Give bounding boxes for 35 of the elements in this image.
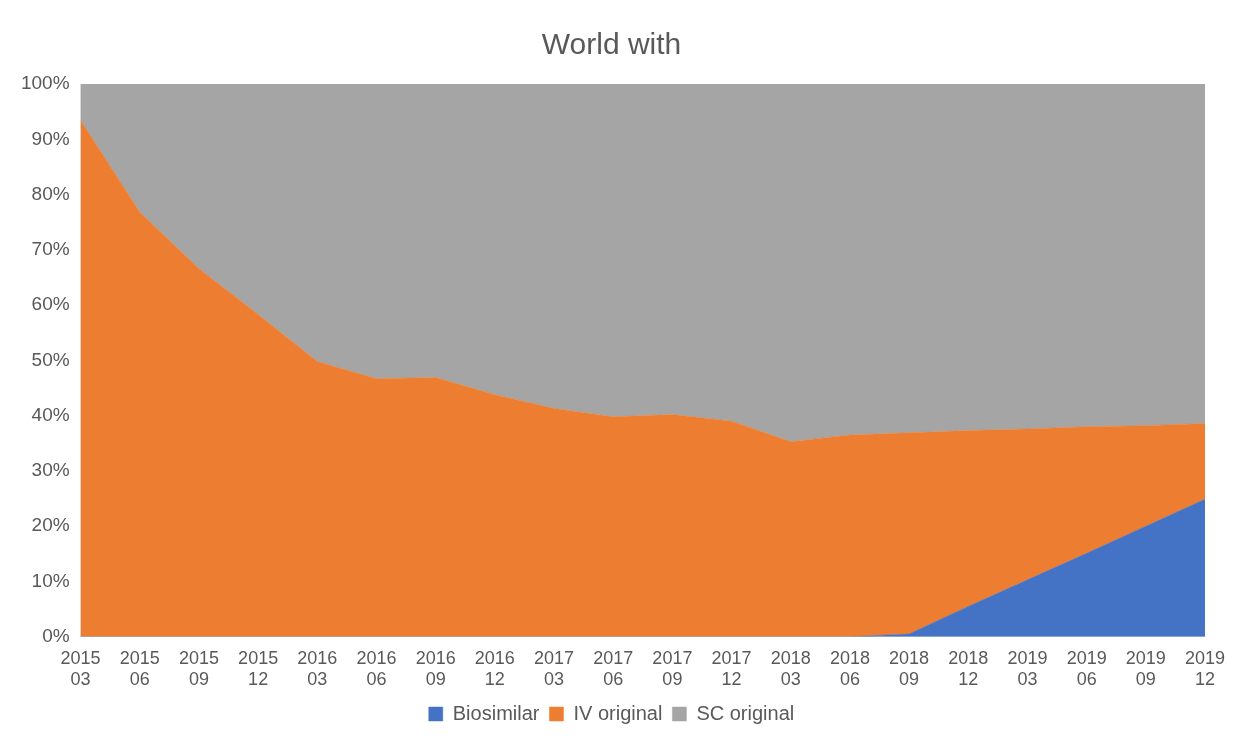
legend-label: SC original [696, 701, 795, 724]
x-tick-label: 2015 12 [238, 647, 279, 690]
x-tick-label: 2016 03 [297, 647, 338, 690]
y-tick-label: 30% [31, 459, 70, 481]
y-tick-label: 40% [31, 403, 70, 425]
x-tick-label: 2017 06 [593, 647, 634, 690]
x-tick-label: 2016 06 [356, 647, 397, 690]
x-tick-label: 2018 09 [889, 647, 930, 690]
y-tick-label: 50% [31, 348, 70, 370]
y-tick-label: 10% [31, 569, 70, 591]
x-tick-label: 2018 12 [948, 647, 989, 690]
y-tick-label: 70% [31, 238, 70, 260]
x-tick-label: 2019 03 [1007, 647, 1048, 690]
chart-title: World with [541, 27, 682, 61]
x-tick-label: 2018 03 [770, 647, 811, 690]
x-tick-label: 2018 06 [829, 647, 870, 690]
y-tick-label: 80% [31, 182, 70, 204]
legend-label: IV original [573, 701, 663, 724]
y-tick-label: 0% [42, 625, 70, 647]
x-tick-label: 2019 09 [1125, 647, 1166, 690]
y-tick-label: 90% [31, 127, 70, 149]
x-tick-label: 2017 03 [534, 647, 575, 690]
x-tick-label: 2015 03 [60, 647, 101, 690]
y-tick-label: 100% [20, 72, 70, 94]
x-tick-label: 2016 09 [415, 647, 456, 690]
x-tick-label: 2015 06 [119, 647, 160, 690]
x-tick-label: 2017 09 [652, 647, 693, 690]
x-tick-label: 2017 12 [711, 647, 752, 690]
legend-label: Biosimilar [452, 701, 540, 724]
x-tick-label: 2019 06 [1066, 647, 1107, 690]
x-tick-label: 2016 12 [474, 647, 515, 690]
x-tick-label: 2015 09 [178, 647, 219, 690]
y-tick-label: 20% [31, 514, 70, 536]
x-tick-label: 2019 12 [1184, 647, 1226, 690]
y-tick-label: 60% [31, 293, 70, 315]
